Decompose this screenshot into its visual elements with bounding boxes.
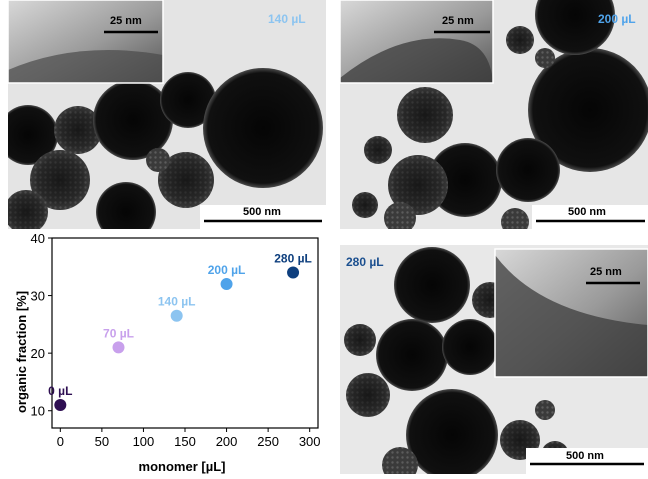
- main-scale-bar-bg: [532, 205, 648, 229]
- chart-axes: 0 50 100 150 200 250 300 10 20 30 40: [31, 231, 321, 449]
- data-label: 200 µL: [208, 263, 246, 277]
- tem-panel-280: 25 nm 500 nm 280 µL: [340, 245, 648, 474]
- inset-image: [494, 248, 648, 378]
- data-point: [220, 278, 233, 291]
- inset-scale-label: 25 nm: [110, 15, 142, 27]
- volume-label: 140 µL: [268, 12, 306, 26]
- x-axis-label: monomer [µL]: [139, 459, 226, 474]
- data-label: 280 µL: [274, 252, 312, 266]
- x-tick-label: 250: [257, 434, 279, 449]
- data-point: [287, 266, 300, 279]
- x-tick-label: 50: [95, 434, 109, 449]
- chart-svg: 0 50 100 150 200 250 300 10 20 30 40 0 µL 70 µL 140 …: [14, 231, 321, 474]
- x-tick-label: 200: [216, 434, 238, 449]
- main-scale-label: 500 nm: [568, 206, 606, 218]
- nanoparticles: [352, 0, 648, 229]
- main-scale-label: 500 nm: [566, 450, 604, 462]
- tem-panel-140: 25 nm 500 nm 140 µL: [8, 0, 326, 229]
- y-tick-label: 30: [31, 289, 45, 304]
- y-tick-label: 40: [31, 231, 45, 246]
- volume-label: 200 µL: [598, 12, 636, 26]
- volume-label: 280 µL: [346, 255, 384, 269]
- inset-image: [340, 0, 494, 84]
- data-label: 70 µL: [103, 326, 134, 340]
- y-axis-label: organic fraction [%]: [14, 291, 29, 413]
- chart-marks: 0 µL 70 µL 140 µL 200 µL 280 µL: [48, 252, 312, 411]
- data-point: [112, 341, 125, 354]
- x-tick-label: 150: [174, 434, 196, 449]
- inset-image: [8, 0, 164, 84]
- x-tick-label: 0: [57, 434, 64, 449]
- organic-fraction-chart: 0 50 100 150 200 250 300 10 20 30 40 0 µL 70 µL 140 …: [0, 228, 330, 474]
- data-label: 140 µL: [158, 295, 196, 309]
- x-tick-label: 300: [299, 434, 321, 449]
- data-point: [170, 309, 183, 322]
- data-point: [54, 398, 67, 411]
- inset-scale-label: 25 nm: [442, 15, 474, 27]
- y-tick-label: 10: [31, 404, 45, 419]
- plot-frame: [51, 237, 319, 429]
- main-scale-bar-bg: [526, 448, 648, 474]
- y-tick-label: 20: [31, 346, 45, 361]
- nanoparticles: [344, 247, 569, 474]
- data-label: 0 µL: [48, 384, 72, 398]
- tem-panel-200: 25 nm 500 nm 200 µL: [340, 0, 648, 229]
- inset-scale-label: 25 nm: [590, 266, 622, 278]
- main-scale-label: 500 nm: [243, 206, 281, 218]
- main-scale-bar-bg: [200, 205, 326, 229]
- nanoparticles: [8, 68, 323, 229]
- x-tick-label: 100: [133, 434, 155, 449]
